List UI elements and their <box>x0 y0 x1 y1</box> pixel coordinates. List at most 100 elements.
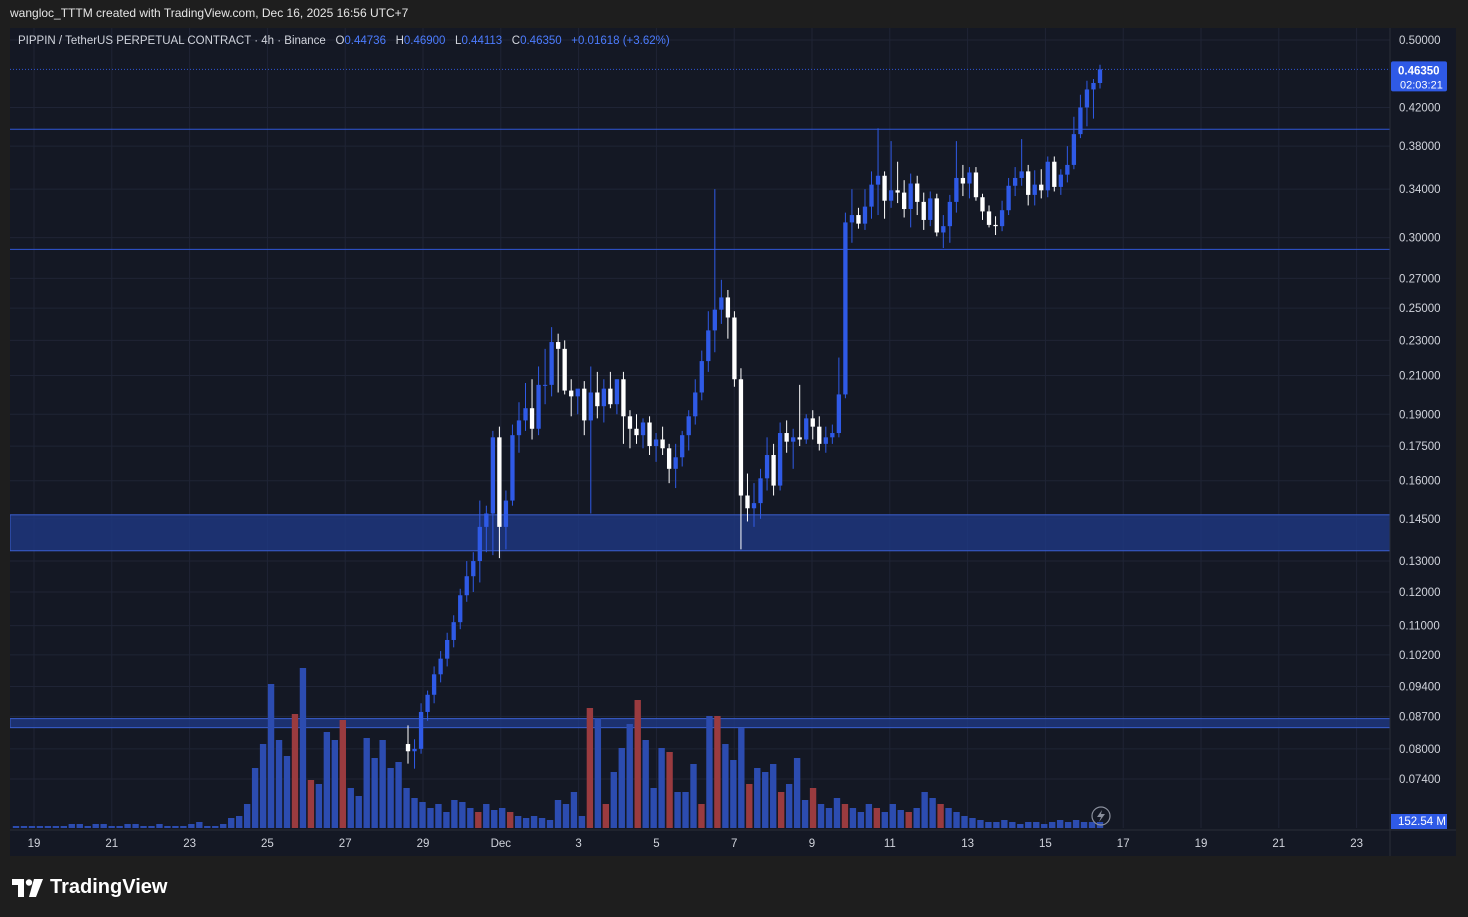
volume-bar <box>650 788 657 828</box>
chart-panel[interactable]: 0.50000 0.42000 0.38000 0.34000 0.30000 0.270… <box>10 28 1456 856</box>
volume-bar <box>427 808 434 828</box>
volume-bar <box>204 826 211 828</box>
volume-bar <box>857 812 865 828</box>
volume-bar <box>554 800 562 828</box>
volume-bar <box>929 798 936 828</box>
volume-bar <box>491 810 498 828</box>
price-axis-label: 0.17500 <box>1399 441 1441 453</box>
candle-body <box>954 177 959 202</box>
tradingview-logo[interactable]: TradingView <box>12 876 167 899</box>
volume-bar <box>28 826 36 828</box>
volume-bar <box>483 804 490 828</box>
candle-body <box>1045 161 1050 191</box>
candle-body <box>614 379 620 405</box>
candle-body <box>758 478 763 504</box>
volume-bar <box>299 668 307 828</box>
volume-bar <box>363 738 370 828</box>
price-axis-label: 0.25000 <box>1399 303 1441 315</box>
volume-bar <box>666 752 673 828</box>
candle-body <box>666 448 672 469</box>
candle-body <box>516 420 522 436</box>
candle-body <box>693 392 698 417</box>
volume-bar <box>467 808 474 828</box>
candle-body <box>745 495 750 509</box>
price-axis-label: 0.12000 <box>1399 587 1441 599</box>
candle-body <box>777 433 783 486</box>
time-axis-label: 5 <box>653 838 659 850</box>
volume-bar <box>387 768 394 828</box>
candle-body <box>549 342 554 385</box>
volume-bar <box>546 820 554 828</box>
volume-bar <box>913 808 920 828</box>
volume-bar <box>1041 824 1048 828</box>
volume-bar <box>865 804 873 828</box>
candle-body <box>1006 185 1011 211</box>
candle-body <box>960 177 966 184</box>
volume-bar <box>116 826 123 828</box>
volume-bar <box>156 824 163 828</box>
volume-bar <box>1033 822 1040 828</box>
last-price-tag <box>1391 61 1447 92</box>
candle-body <box>810 418 815 427</box>
price-axis-label: 0.09400 <box>1399 681 1441 693</box>
candle-body <box>1078 107 1083 135</box>
volume-bar <box>443 812 450 828</box>
volume-bar <box>961 816 968 828</box>
lightning-bolt-icon <box>1097 810 1105 822</box>
volume-bar <box>762 772 769 828</box>
price-axis-label: 0.27000 <box>1399 273 1441 285</box>
candle-body <box>856 215 861 224</box>
volume-bar <box>746 784 753 828</box>
volume-bar <box>706 716 713 828</box>
price-axis-label: 0.34000 <box>1399 184 1441 196</box>
support-zone <box>10 514 1391 552</box>
price-axis-label: 0.14500 <box>1399 514 1441 526</box>
volume-bar <box>1025 822 1032 828</box>
high-label: H <box>395 35 404 47</box>
candle-body <box>621 379 626 417</box>
volume-bar <box>331 740 339 828</box>
volume-bar <box>674 792 681 828</box>
time-axis-label: 7 <box>731 838 737 850</box>
candle-body <box>915 183 920 202</box>
candle-body <box>908 183 913 210</box>
price-axis-label: 0.50000 <box>1399 35 1441 47</box>
candle-body <box>712 309 717 331</box>
volume-bar <box>44 826 52 828</box>
candle-body <box>999 210 1005 227</box>
price-axis-label: 0.11000 <box>1399 621 1440 633</box>
volume-bar <box>36 826 44 828</box>
candle-body <box>686 416 691 436</box>
volume-bar <box>435 804 442 828</box>
volume-bar <box>841 804 849 828</box>
countdown-value: 02:03:21 <box>1400 79 1443 91</box>
price-axis-label: 0.19000 <box>1399 409 1441 421</box>
candle-body <box>536 384 541 429</box>
volume-bar <box>228 818 235 828</box>
volume-bar <box>100 824 107 828</box>
candle-body <box>1052 161 1057 187</box>
volume-bar <box>777 792 785 828</box>
volume-bar <box>108 826 115 828</box>
candlestick-chart[interactable]: 0.50000 0.42000 0.38000 0.34000 0.30000 0.270… <box>10 28 1456 856</box>
volume-bar <box>889 804 896 828</box>
volume-bar <box>522 818 530 828</box>
volume-bar <box>754 768 761 828</box>
volume-bar <box>132 824 139 828</box>
candle-body <box>784 433 789 442</box>
volume-bar <box>1048 822 1056 828</box>
candle-body <box>862 206 868 224</box>
candle-body <box>993 224 998 227</box>
volume-bar <box>379 740 386 828</box>
volume-bar <box>275 740 283 828</box>
brand-name: TradingView <box>50 876 168 898</box>
time-axis-label: 25 <box>261 838 274 850</box>
candle-body <box>1019 171 1024 178</box>
time-axis-label: 19 <box>28 838 41 850</box>
candle-body <box>980 197 985 212</box>
volume-bar <box>634 700 641 828</box>
price-axis-label: 0.21000 <box>1399 371 1441 383</box>
volume-bar <box>610 772 617 828</box>
volume-bar <box>164 826 171 828</box>
candle-body <box>458 595 463 623</box>
